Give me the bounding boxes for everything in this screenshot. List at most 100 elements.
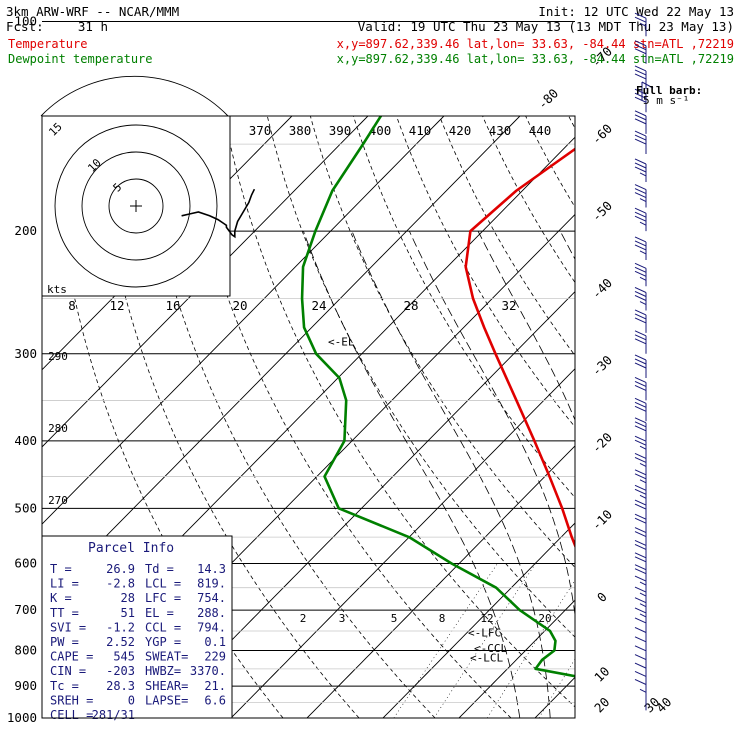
temperature-legend-label: Temperature (8, 37, 87, 51)
barb-flag (634, 586, 647, 593)
plot-frame (41, 115, 576, 719)
barb-flag (634, 499, 647, 506)
barb-flag (634, 484, 647, 491)
barb-flag (634, 354, 647, 361)
barb-flag (634, 166, 647, 173)
mixing-ratio-bottom-label: 5 (391, 612, 398, 625)
barb-flag (634, 401, 647, 408)
wind-barb (634, 130, 647, 155)
parcel-value: 28 (121, 591, 135, 605)
parcel-value: -2.8 (106, 577, 135, 591)
barb-flag (634, 670, 647, 677)
wind-barb (634, 236, 647, 260)
barb-flag (634, 597, 647, 604)
wind-barb (634, 12, 647, 37)
barb-flag (634, 330, 647, 337)
barb-half-flag (639, 172, 647, 177)
theta-low-label: 280 (48, 422, 68, 435)
moist-adiabat-line (655, 231, 704, 718)
mixing-ratio-top-label: 20 (232, 298, 247, 313)
parcel-key: SHEAR= (145, 679, 188, 693)
dewpoint-legend-label: Dewpoint temperature (8, 52, 153, 66)
moist-adiabat-line (477, 230, 575, 422)
parcel-value: 2.52 (106, 635, 135, 649)
barb-flag (634, 488, 647, 495)
mixing-ratio-top-label: 8 (68, 298, 76, 313)
isotherm-label: -40 (589, 275, 616, 302)
parcel-key: SREH = (50, 693, 93, 707)
temperature-legend-info: x,y=897.62,339.46 lat,lon= 33.63, -84.44… (337, 37, 734, 51)
barb-flag (634, 215, 647, 222)
wind-barbs (634, 12, 654, 711)
wind-barb (634, 88, 647, 113)
hodograph-units: kts (47, 283, 67, 296)
mixing-ratio-line (433, 563, 536, 718)
parcel-key: EL = (145, 606, 174, 620)
barb-half-flag (639, 479, 647, 484)
mixing-ratio-line (585, 563, 678, 718)
pressure-label: 700 (14, 602, 37, 617)
barb-flag (634, 627, 647, 633)
barb-flag (634, 192, 647, 199)
level-markers: <-EL <-LFC <-CCL<-LCL (328, 335, 507, 664)
barb-flag (634, 556, 647, 563)
mixing-ratio-bottom-label: 2 (300, 612, 307, 625)
barb-half-flag (639, 592, 647, 597)
isotherm-label: -30 (589, 352, 616, 379)
theta-label: 370 (249, 123, 272, 138)
parcel-key: SVI = (50, 620, 86, 634)
barb-flag (634, 654, 647, 661)
barb-legend-title: Full barb: (636, 84, 702, 97)
mixing-ratio-bottom-label: 3 (339, 612, 346, 625)
isotherm-line (611, 21, 740, 718)
parcel-value: 288. (197, 606, 226, 620)
barb-flag (634, 48, 647, 55)
barb-flag (634, 531, 647, 538)
parcel-key: HWBZ= (145, 664, 181, 678)
barb-flag (634, 73, 647, 80)
fcst-value: 31 h (78, 19, 108, 34)
mixing-ratio-top-label: 32 (501, 298, 516, 313)
parcel-value: 281/31 (92, 708, 135, 722)
barb-flag (634, 188, 647, 195)
barb-flag (634, 435, 647, 442)
valid-time: Valid: 19 UTC Thu 23 May 13 (13 MDT Thu … (358, 19, 734, 34)
barb-half-flag (639, 250, 647, 255)
barb-flag (634, 376, 647, 383)
wind-barb (634, 40, 647, 64)
hodograph-ring (81, 151, 191, 261)
wind-barb (634, 110, 647, 134)
wind-barb (634, 607, 647, 631)
fcst-label: Fcst: (6, 19, 44, 34)
pressure-label: 1000 (7, 710, 37, 725)
parcel-info-frame (41, 535, 233, 719)
barb-half-flag (639, 463, 647, 467)
barb-half-flag (639, 688, 647, 693)
barb-flag (634, 295, 647, 301)
parcel-key: Td = (145, 562, 174, 576)
isotherm-label: -60 (589, 121, 616, 148)
isotherm-label: -50 (589, 198, 616, 225)
hodograph-outer-arc (40, 75, 229, 117)
wind-barb (634, 499, 647, 524)
level-marker: <-LCL (470, 652, 503, 665)
wind-barb (634, 262, 647, 287)
wind-barb (634, 452, 647, 477)
parcel-info-title: Parcel Info (88, 541, 174, 556)
isotherm-label: -10 (589, 507, 616, 534)
parcel-value: 51 (121, 606, 135, 620)
barb-flag (634, 262, 647, 269)
barb-flag (634, 358, 647, 365)
barb-flag (634, 679, 647, 685)
mixing-ratio-labels: 8 12 16 20 24 28 32 2 3 5 8 12 20 (68, 298, 551, 625)
barb-half-flag (639, 221, 647, 226)
barb-flag (634, 439, 647, 446)
dry-adiabat-line (644, 21, 740, 718)
hodograph-ring (108, 178, 164, 234)
parcel-key: SWEAT= (145, 650, 188, 664)
pressure-label: 900 (14, 678, 37, 693)
barb-flag (634, 88, 647, 95)
parcel-value: 28.3 (106, 679, 135, 693)
barb-flag (634, 338, 647, 345)
